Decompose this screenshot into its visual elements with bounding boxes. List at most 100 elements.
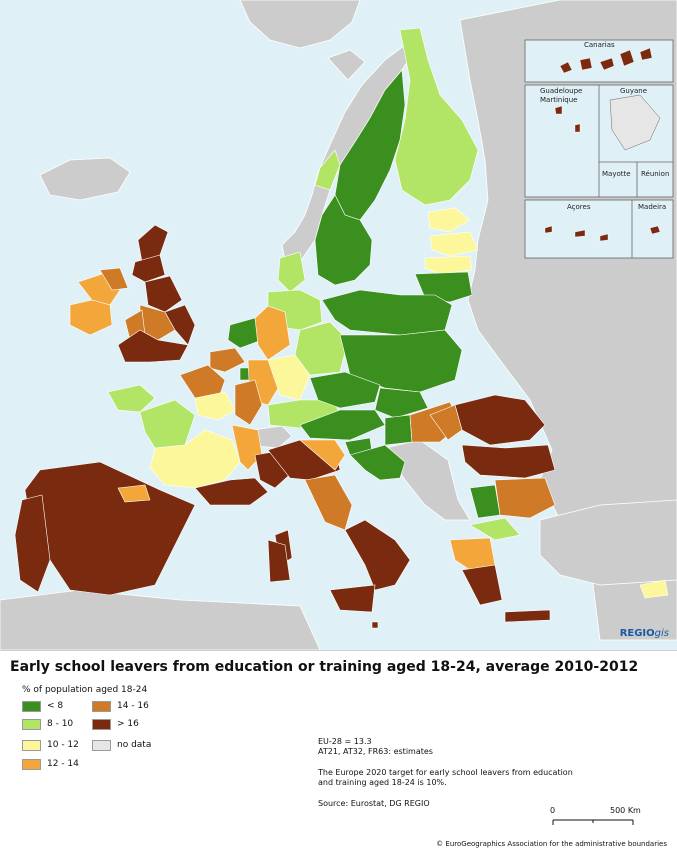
region-lithuania [414, 271, 473, 303]
legend-swatch [92, 718, 111, 730]
region-germany-northwest [254, 305, 291, 361]
region-netherlands [227, 317, 263, 349]
greenland [239, 0, 361, 49]
region-france-paris [194, 391, 236, 421]
inset-label-madeira: Madeira [638, 203, 666, 211]
region-france-centre [149, 429, 241, 489]
region-portugal [14, 494, 51, 593]
copyright-text: © EuroGeographics Association for the ad… [436, 840, 667, 848]
region-romania-south [461, 444, 556, 479]
region-sardinia [267, 539, 291, 583]
inset-label-martinique: Martinique [540, 96, 577, 104]
region-france-rhone [231, 424, 263, 471]
legend-swatch [22, 700, 41, 712]
region-france-south [194, 477, 269, 506]
region-scotland-south [131, 254, 166, 283]
inset-label-reunion: Réunion [641, 170, 669, 178]
legend-label: 8 - 10 [47, 719, 74, 729]
legend-item-no-data: no data [92, 739, 151, 751]
inset-label-acores: Açores [567, 203, 591, 211]
legend-label: < 8 [47, 701, 64, 711]
region-malta [371, 621, 379, 629]
inset-canarias [524, 39, 674, 83]
inset-label-guyane: Guyane [620, 87, 647, 95]
region-romania-north [454, 394, 546, 446]
region-england-east [164, 304, 196, 346]
region-france-north [179, 364, 226, 401]
scale-bar: 0 500 Km [550, 806, 641, 837]
region-sweden-south [314, 149, 341, 191]
scale-end-label: 500 Km [610, 806, 641, 815]
inset-maps: Canarias Guadeloupe Martinique Guyane Ma… [524, 39, 674, 259]
legend-title: % of population aged 18-24 [22, 685, 148, 695]
legend-swatch [92, 739, 111, 751]
iceland [39, 157, 131, 201]
legend-label: > 16 [117, 719, 139, 729]
legend-item-14-16: 14 - 16 [92, 700, 149, 712]
norway-coast [327, 49, 366, 81]
note-estimates: AT21, AT32, FR63: estimates [318, 747, 433, 756]
region-latvia [424, 255, 473, 275]
choropleth-map: Canarias Guadeloupe Martinique Guyane Ma… [0, 0, 677, 650]
region-slovakia [374, 387, 429, 419]
logo-bold-text: REGIO [619, 628, 655, 639]
region-poland-north [321, 289, 453, 336]
region-cyprus [639, 579, 669, 599]
region-hungary-west [384, 414, 413, 446]
legend-item-10-12: 10 - 12 [22, 739, 79, 751]
region-scotland-north [137, 224, 169, 263]
note-source: Source: Eurostat, DG REGIO [318, 799, 430, 808]
region-denmark [277, 251, 306, 293]
turkey [539, 499, 677, 586]
legend-item-gt16: > 16 [92, 718, 139, 730]
region-ireland-se [69, 299, 113, 336]
region-germany-central [267, 354, 311, 401]
region-basque [117, 484, 151, 503]
region-estonia [429, 231, 479, 257]
region-england-north [144, 275, 183, 313]
region-croatia [349, 444, 406, 481]
legend-item-8-10: 8 - 10 [22, 718, 73, 730]
region-romania-center [429, 404, 463, 441]
regio-gis-logo: REGIOgis [620, 628, 669, 639]
legend-item-lt8: < 8 [22, 700, 63, 712]
region-sicily [329, 584, 376, 613]
note-eu28: EU-28 = 13.3 [318, 737, 372, 746]
legend-swatch [92, 700, 111, 712]
region-czechia [309, 371, 381, 409]
map-title: Early school leavers from education or t… [10, 659, 639, 675]
note-target-1: The Europe 2020 target for early school … [318, 768, 573, 777]
region-greece-south [461, 564, 503, 606]
region-greece-north [469, 517, 521, 541]
inset-label-canarias: Canarias [584, 41, 615, 49]
legend-swatch [22, 739, 41, 751]
region-italy-northeast [299, 439, 346, 471]
balkans-west [384, 439, 471, 521]
legend-label: 12 - 14 [47, 759, 79, 769]
inset-label-mayotte: Mayotte [602, 170, 631, 178]
legend-label: 14 - 16 [117, 701, 149, 711]
region-bulgaria-east [494, 477, 556, 519]
region-northern-ireland [99, 267, 129, 291]
region-italy-central [304, 474, 353, 531]
inset-label-guadeloupe: Guadeloupe [540, 87, 582, 95]
region-england-south [117, 329, 189, 363]
legend-swatch [22, 758, 41, 770]
region-italy-south [344, 519, 411, 591]
region-sweden-mid [314, 194, 373, 286]
region-belgium [209, 347, 246, 373]
legend-label: no data [117, 740, 152, 750]
legend-item-12-14: 12 - 14 [22, 758, 79, 770]
region-crete [504, 609, 551, 623]
scale-bar-graphic [552, 819, 634, 825]
region-finland-north [394, 27, 479, 206]
region-france-east [234, 379, 263, 426]
legend-swatch [22, 718, 41, 730]
eu-regions [14, 27, 669, 629]
region-france-brittany [107, 384, 156, 413]
scale-start-label: 0 [550, 806, 556, 815]
legend-panel: Early school leavers from education or t… [0, 650, 677, 851]
logo-italic-text: gis [654, 628, 669, 639]
note-target-2: and training aged 18-24 is 10%. [318, 778, 447, 787]
legend-label: 10 - 12 [47, 740, 79, 750]
